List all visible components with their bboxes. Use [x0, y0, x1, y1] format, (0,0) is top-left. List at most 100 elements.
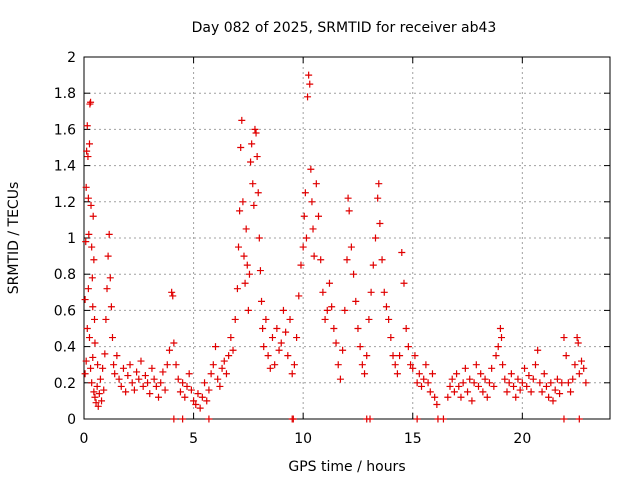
data-point [374, 194, 382, 202]
data-point [244, 306, 252, 314]
y-tick-label: 0.6 [54, 303, 76, 319]
zero-data-point [439, 415, 447, 423]
data-point [380, 288, 388, 296]
data-point [85, 140, 93, 148]
data-point [115, 375, 123, 383]
data-point [83, 147, 91, 155]
data-point [139, 382, 147, 390]
data-point [562, 352, 570, 360]
data-point [271, 361, 279, 369]
data-point [128, 379, 136, 387]
data-point [239, 198, 247, 206]
data-point [350, 270, 358, 278]
data-point [212, 343, 219, 351]
data-point [107, 303, 115, 311]
data-point [345, 207, 353, 215]
data-point [301, 189, 309, 197]
data-point [367, 288, 375, 296]
data-point [547, 379, 555, 387]
data-point [150, 375, 158, 383]
data-point [485, 379, 493, 387]
data-point [88, 243, 96, 251]
data-point [514, 375, 522, 383]
x-tick-label: 5 [189, 431, 198, 447]
zero-data-point [289, 415, 297, 423]
data-point [375, 180, 383, 188]
data-point [83, 325, 91, 332]
data-point [96, 375, 104, 383]
data-point [94, 402, 102, 410]
data-point [103, 285, 111, 293]
data-point [192, 401, 200, 409]
data-point [503, 388, 511, 396]
data-point [146, 390, 154, 398]
data-point [376, 220, 384, 228]
data-point [254, 189, 262, 197]
data-point [242, 225, 250, 233]
x-axis-label: GPS time / hours [288, 459, 405, 475]
data-point [163, 361, 171, 369]
data-point [87, 364, 95, 372]
data-point [235, 243, 243, 251]
data-point [444, 393, 452, 401]
data-point [371, 234, 379, 242]
data-point [137, 357, 145, 365]
data-point [553, 375, 561, 383]
data-point [534, 346, 542, 354]
data-point [545, 393, 553, 401]
data-point [273, 325, 281, 332]
data-point [220, 357, 228, 365]
data-point [336, 375, 344, 383]
data-point [556, 390, 564, 398]
data-point [300, 212, 308, 220]
data-point [99, 364, 107, 372]
data-point [207, 370, 215, 378]
data-point [196, 404, 204, 412]
axis-ticks: 00.20.40.60.811.21.41.61.820 5 10 15 20 [54, 50, 610, 447]
data-point [560, 334, 568, 342]
data-point [187, 386, 195, 394]
data-point [222, 370, 230, 378]
data-point [468, 397, 476, 405]
y-tick-label: 1 [67, 231, 76, 247]
x-tick-label: 15 [404, 431, 422, 447]
data-point [264, 352, 272, 360]
data-point [464, 388, 472, 396]
data-point [365, 315, 373, 323]
data-point [106, 274, 114, 282]
data-point [385, 315, 393, 323]
data-point [582, 379, 590, 387]
data-point [155, 393, 163, 401]
data-point [433, 401, 441, 409]
data-point [282, 328, 290, 336]
data-point [124, 372, 132, 380]
y-tick-label: 1.8 [54, 86, 76, 102]
data-point [98, 397, 106, 405]
zero-data-point [575, 415, 583, 423]
data-point [490, 382, 498, 390]
data-point [93, 382, 101, 390]
data-point [352, 297, 360, 305]
data-point [181, 393, 189, 401]
data-point [325, 279, 333, 287]
data-point [225, 352, 233, 360]
data-point [190, 397, 198, 405]
data-point [100, 386, 108, 394]
data-point [420, 375, 428, 383]
data-point [251, 125, 259, 133]
data-point [275, 346, 283, 354]
data-point [152, 382, 160, 390]
data-point [144, 379, 152, 387]
y-tick-label: 1.6 [54, 122, 76, 138]
y-tick-label: 1.4 [54, 159, 76, 175]
data-point [266, 364, 274, 372]
data-point [201, 379, 209, 387]
data-point [84, 194, 92, 202]
data-point [424, 379, 432, 387]
data-point [81, 370, 89, 378]
data-point [347, 243, 355, 251]
data-point [91, 315, 99, 323]
data-point [92, 399, 100, 407]
data-point [472, 361, 480, 369]
data-point [455, 382, 463, 390]
